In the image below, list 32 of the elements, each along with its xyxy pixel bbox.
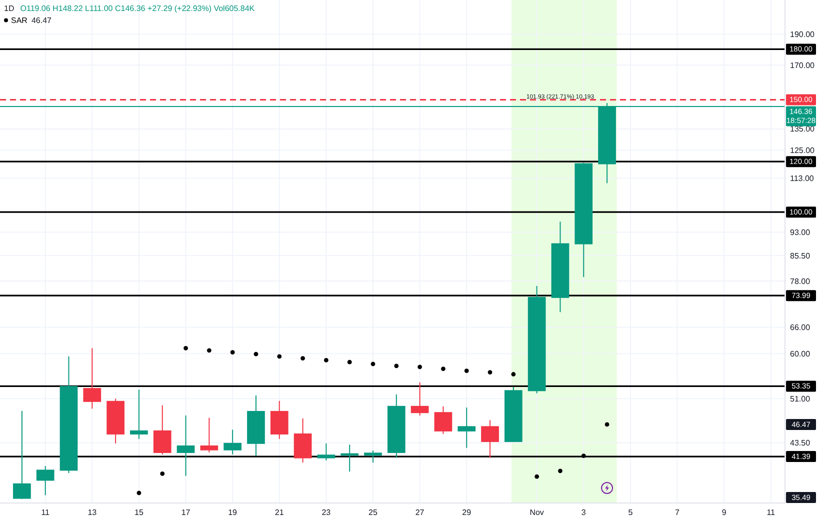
x-tick-label: 5	[628, 508, 634, 517]
x-tick-label: Nov	[530, 508, 544, 517]
x-tick-label: 15	[134, 508, 144, 517]
x-tick-label: 21	[274, 508, 284, 517]
y-tick-label: 113.00	[790, 174, 814, 184]
y-tick-label: 190.00	[790, 30, 816, 40]
text: O119.06 H148.22 L111.00 C146.36 +27.29 (+22.93%) Vol605.84K	[20, 4, 256, 13]
y-tick-label: 170.00	[790, 60, 816, 70]
y-tick-label: 125.00	[790, 146, 816, 156]
y-tick-label: 93.00	[790, 228, 811, 238]
text: 1D	[4, 4, 14, 13]
x-tick-label: 13	[88, 508, 98, 517]
x-tick-label: 11	[41, 508, 50, 517]
legend-label: SAR	[11, 16, 28, 25]
x-tick-label: 9	[722, 508, 727, 517]
x-tick-label: 23	[322, 508, 332, 517]
x-tick-label: 25	[368, 508, 378, 517]
y-tick-label: 51.00	[790, 394, 811, 404]
x-tick-label: 29	[462, 508, 472, 517]
x-tick-label: 7	[675, 508, 680, 517]
y-tick-label: 85.50	[790, 251, 811, 260]
y-tick-label: 66.00	[790, 323, 811, 332]
x-tick-label: 3	[581, 508, 586, 517]
x-tick-label: 27	[415, 508, 425, 517]
x-tick-label: 19	[228, 508, 238, 517]
x-tick-label: 11	[766, 508, 776, 517]
text: 46.47	[31, 16, 52, 25]
x-tick-label: 17	[181, 508, 191, 517]
y-tick-label: 60.00	[790, 349, 811, 358]
y-tick-label: 43.50	[790, 438, 811, 448]
y-tick-label: 135.00	[790, 124, 816, 134]
y-tick-label: 78.00	[790, 276, 811, 286]
